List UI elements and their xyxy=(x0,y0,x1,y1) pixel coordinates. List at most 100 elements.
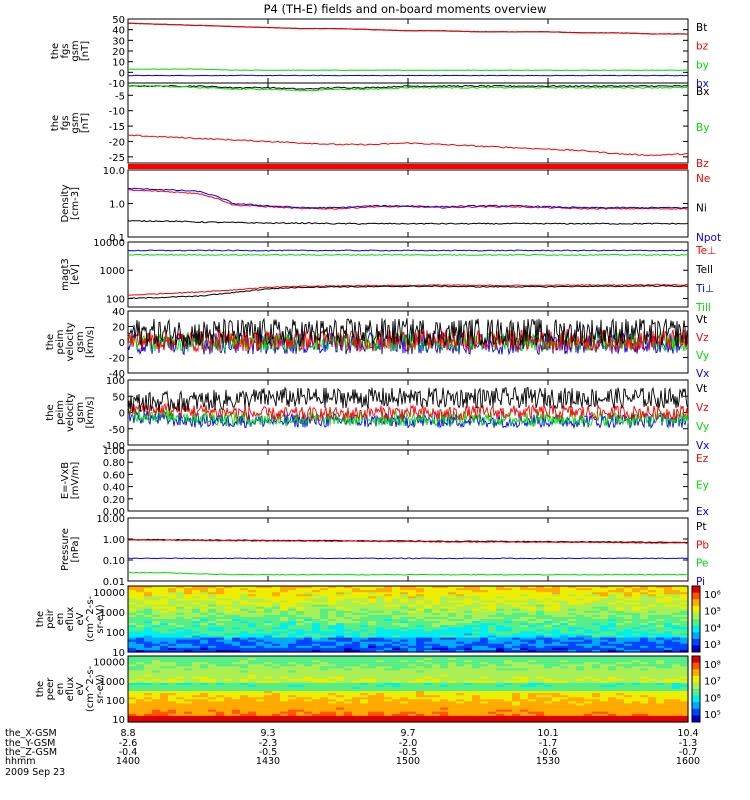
spectrogram-cell xyxy=(440,693,449,696)
spectrogram-cell xyxy=(184,670,193,674)
spectrogram-cell xyxy=(416,606,425,610)
spectrogram-cell xyxy=(352,614,361,618)
spectrogram-cell xyxy=(488,699,497,702)
spectrogram-cell xyxy=(464,633,473,637)
spectrogram-cell xyxy=(448,614,457,618)
spectrogram-cell xyxy=(512,678,521,682)
spectrogram-cell xyxy=(464,666,473,669)
spectrogram-cell xyxy=(672,596,681,599)
spectrogram-cell xyxy=(456,623,465,626)
spectrogram-cell xyxy=(272,606,281,610)
spectrogram-cell xyxy=(240,592,249,595)
spectrogram-cell xyxy=(128,590,137,593)
spectrogram-cell xyxy=(464,610,473,614)
spectrogram-cell xyxy=(672,674,681,678)
spectrogram-cell xyxy=(448,676,457,680)
spectrogram-cell xyxy=(504,639,513,643)
spectrogram-cell xyxy=(264,672,273,676)
spectrogram-cell xyxy=(272,686,281,690)
spectrogram-cell xyxy=(432,666,441,669)
spectrogram-cell xyxy=(224,614,233,618)
spectrogram-cell xyxy=(280,592,289,595)
spectrogram-cell xyxy=(640,660,649,663)
spectrogram-cell xyxy=(152,614,161,618)
spectrogram-cell xyxy=(528,672,537,676)
spectrogram-cell xyxy=(616,612,625,616)
spectrogram-cell xyxy=(504,670,513,674)
spectrogram-cell xyxy=(280,660,289,663)
spectrogram-cell xyxy=(520,629,529,632)
y-axis-label-line: fgs xyxy=(60,115,71,130)
spectrogram-cell xyxy=(448,596,457,599)
spectrogram-cell xyxy=(176,586,185,589)
spectrogram-cell xyxy=(440,691,449,694)
spectrogram-cell xyxy=(448,635,457,639)
spectrogram-cell xyxy=(272,678,281,682)
spectrogram-cell xyxy=(344,656,353,659)
spectrogram-cell xyxy=(344,664,353,667)
spectrogram-cell xyxy=(280,674,289,678)
spectrogram-cell xyxy=(472,608,481,612)
spectrogram-cell xyxy=(432,662,441,665)
spectrogram-cell xyxy=(416,660,425,663)
spectrogram-cell xyxy=(160,641,169,645)
spectrogram-cell xyxy=(232,682,241,686)
spectrogram-cell xyxy=(680,645,689,649)
spectrogram-cell xyxy=(368,649,377,653)
spectrogram-cell xyxy=(472,711,481,715)
spectrogram-cell xyxy=(648,703,657,707)
spectrogram-cell xyxy=(408,592,417,595)
spectrogram-cell xyxy=(400,590,409,593)
spectrogram-cell xyxy=(552,693,561,696)
spectrogram-cell xyxy=(544,682,553,686)
spectrogram-cell xyxy=(136,627,145,630)
spectrogram-cell xyxy=(600,600,609,604)
spectrogram-cell xyxy=(464,598,473,602)
spectrogram-cell xyxy=(600,643,609,647)
spectrogram-cell xyxy=(576,635,585,639)
spectrogram-cell xyxy=(600,631,609,635)
spectrogram-cell xyxy=(600,596,609,599)
spectrogram-cell xyxy=(632,684,641,688)
spectrogram-cell xyxy=(568,691,577,694)
spectrogram-cell xyxy=(224,590,233,593)
spectrogram-cell xyxy=(488,594,497,597)
spectrogram-cell xyxy=(264,717,273,721)
spectrogram-cell xyxy=(472,662,481,665)
spectrogram-cell xyxy=(600,594,609,597)
spectrogram-cell xyxy=(272,619,281,622)
colorbar-segment xyxy=(692,675,700,683)
spectrogram-cell xyxy=(280,641,289,645)
spectrogram-cell xyxy=(328,678,337,682)
spectrogram-cell xyxy=(440,608,449,612)
spectrogram-cell xyxy=(296,637,305,641)
spectrogram-cell xyxy=(464,662,473,665)
spectrogram-cell xyxy=(200,703,209,707)
spectrogram-cell xyxy=(464,631,473,635)
spectrogram-cell xyxy=(416,643,425,647)
spectrogram-cell xyxy=(208,645,217,649)
spectrogram-cell xyxy=(560,678,569,682)
spectrogram-cell xyxy=(360,701,369,705)
spectrogram-cell xyxy=(528,643,537,647)
spectrogram-cell xyxy=(192,666,201,669)
spectrogram-cell xyxy=(600,604,609,608)
spectrogram-cell xyxy=(624,598,633,602)
spectrogram-cell xyxy=(600,711,609,715)
spectrogram-cell xyxy=(184,645,193,649)
spectrogram-cell xyxy=(480,684,489,688)
spectrogram-cell xyxy=(536,678,545,682)
spectrogram-cell xyxy=(160,707,169,711)
spectrogram-cell xyxy=(328,647,337,651)
spectrogram-cell xyxy=(416,619,425,622)
spectrogram-cell xyxy=(384,614,393,618)
spectrogram-cell xyxy=(168,590,177,593)
spectrogram-cell xyxy=(264,697,273,700)
spectrogram-cell xyxy=(544,643,553,647)
spectrogram-cell xyxy=(360,604,369,608)
spectrogram-cell xyxy=(392,586,401,589)
spectrogram-cell xyxy=(480,592,489,595)
y-axis-label-line: [nT] xyxy=(80,41,91,61)
panel-5: the peim velocity gsm [km/s]40200-20-40VtVzV… xyxy=(45,307,709,380)
spectrogram-cell xyxy=(168,678,177,682)
